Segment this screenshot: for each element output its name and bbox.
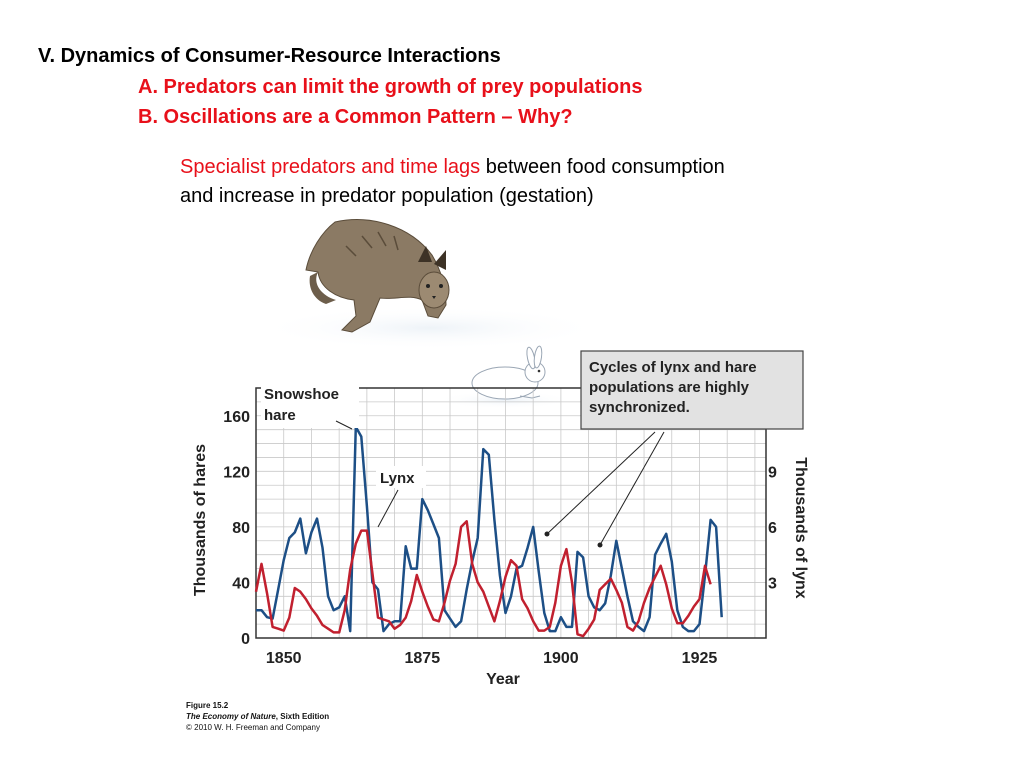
left-tick-label: 40	[232, 575, 250, 592]
point-a: A. Predators can limit the growth of pre…	[138, 76, 643, 98]
lynx-label: Lynx	[380, 470, 415, 487]
snow-ground	[255, 306, 605, 350]
hare-label-line-2: hare	[264, 407, 296, 424]
callout-box	[580, 350, 804, 430]
x-tick-label: 1850	[266, 650, 302, 667]
hare-label-leader	[335, 420, 353, 430]
lynx-label-bg	[376, 466, 426, 488]
hare-label-line-1: Snowshoe	[264, 386, 339, 403]
callout-pointer-dot-1	[544, 531, 550, 537]
description-text: Specialist predators and time lags betwe…	[180, 153, 750, 211]
caption-copyright: © 2010 W. H. Freeman and Company	[186, 723, 320, 732]
callout-line-1: Cycles of lynx and hare	[589, 359, 757, 376]
right-tick-label: 3	[768, 575, 777, 592]
description-rest: between food consumption and increase in…	[180, 156, 725, 207]
lynx-series-line	[254, 520, 712, 638]
caption-edition: , Sixth Edition	[275, 712, 330, 721]
hare-series-line	[256, 425, 723, 633]
right-axis-label: Thousands of lynx	[792, 457, 809, 598]
x-tick-label: 1875	[405, 650, 441, 667]
left-tick-label: 80	[232, 520, 250, 537]
callout-pointer-dot-2	[597, 542, 603, 548]
snowshoe-hare-illustration	[471, 345, 546, 400]
slide-heading: V. Dynamics of Consumer-Resource Interac…	[38, 45, 501, 67]
plot-frame	[255, 387, 767, 639]
caption-source: The Economy of Nature, Sixth Edition	[186, 711, 329, 722]
description-highlight: Specialist predators and time lags	[180, 156, 481, 178]
point-b: B. Oscillations are a Common Pattern – W…	[138, 106, 573, 128]
right-tick-label: 6	[768, 520, 777, 537]
lynx-illustration	[305, 219, 450, 333]
hare-label-bg	[261, 380, 359, 428]
right-axis-ticks: 3 6 9	[768, 464, 777, 592]
x-axis-label: Year	[486, 671, 520, 688]
x-tick-label: 1900	[543, 650, 579, 667]
x-axis-ticks: 1850 1875 1900 1925	[266, 650, 717, 667]
callout-pointer-1	[546, 431, 656, 535]
x-tick-label: 1925	[682, 650, 718, 667]
lynx-label-leader	[377, 489, 399, 528]
callout-pointer-2	[599, 431, 665, 546]
callout-line-3: synchronized.	[589, 399, 690, 416]
left-axis-ticks: 0 40 80 120 160	[223, 409, 250, 648]
left-tick-label: 0	[241, 631, 250, 648]
left-tick-label: 120	[223, 464, 250, 481]
callout-line-2: populations are highly	[589, 379, 750, 396]
figure-caption: Figure 15.2 The Economy of Nature, Sixth…	[186, 700, 329, 733]
caption-book-title: The Economy of Nature	[186, 712, 276, 721]
right-tick-label: 9	[768, 464, 777, 481]
caption-figure-number: Figure 15.2	[186, 701, 229, 710]
left-axis-label: Thousands of hares	[192, 444, 209, 596]
snow-ground-hare	[435, 391, 575, 409]
left-tick-label: 160	[223, 409, 250, 426]
